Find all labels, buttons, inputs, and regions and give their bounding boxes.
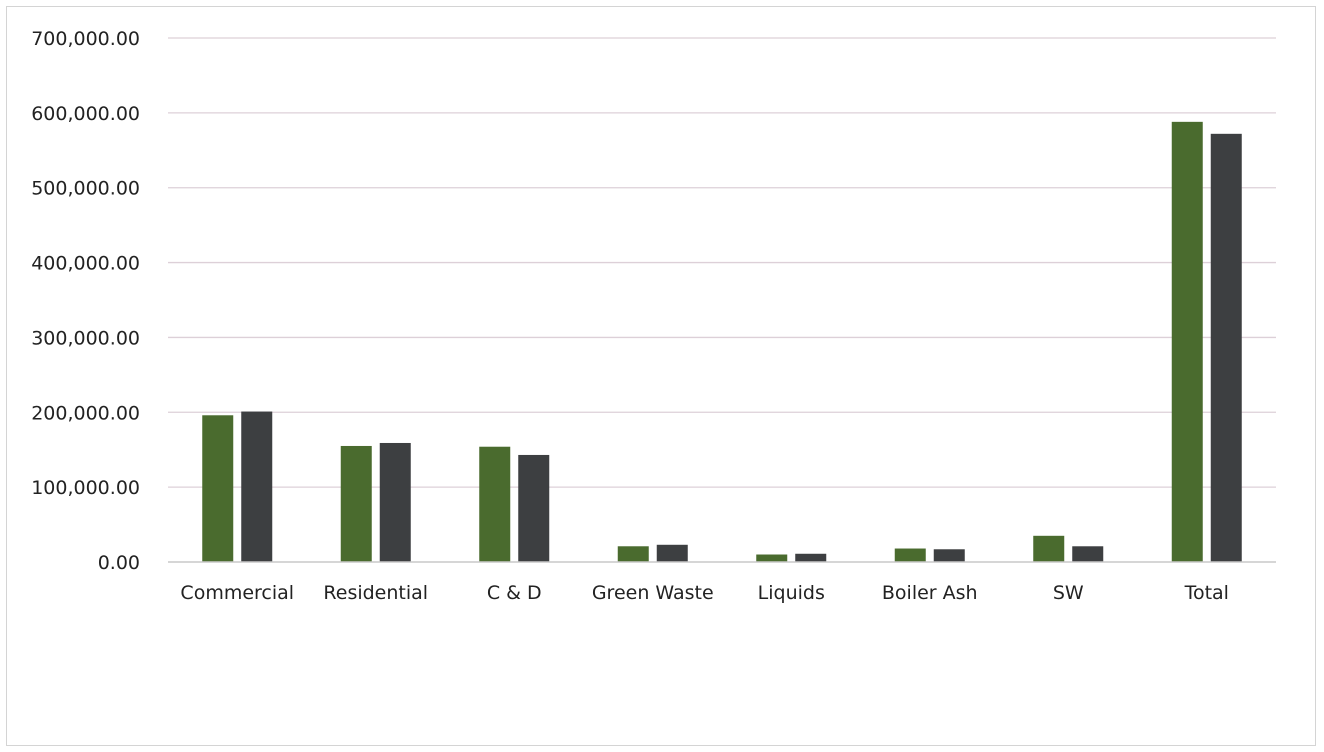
x-category-label: Liquids — [758, 582, 825, 604]
y-tick-label: 600,000.00 — [31, 103, 140, 125]
y-tick-label: 400,000.00 — [31, 253, 140, 275]
x-category-label: Residential — [323, 582, 428, 604]
y-tick-label: 200,000.00 — [31, 402, 140, 424]
x-axis-category-labels: Commercial Residential C & D Green Waste Liq… — [180, 582, 1229, 604]
y-axis-tick-labels: 0.00 100,000.00 200,000.00 300,000.00 400,00… — [31, 28, 140, 574]
bar-sw-series-2 — [1072, 546, 1103, 562]
x-category-label: Total — [1184, 582, 1229, 604]
bar-green-waste-series-2 — [657, 545, 688, 562]
bar-commercial-series-2 — [241, 412, 272, 562]
y-tick-label: 0.00 — [98, 552, 140, 574]
y-tick-label: 300,000.00 — [31, 327, 140, 349]
bar-total-series-2 — [1211, 134, 1242, 562]
y-tick-label: 500,000.00 — [31, 178, 140, 200]
bar-commercial-series-1 — [202, 415, 233, 562]
bar-residential-series-1 — [341, 446, 372, 562]
x-category-label: C & D — [487, 582, 542, 604]
bar-liquids-series-2 — [795, 554, 826, 562]
x-category-label: Green Waste — [592, 582, 714, 604]
y-tick-label: 700,000.00 — [31, 28, 140, 50]
bar-residential-series-2 — [380, 443, 411, 562]
gridlines — [168, 38, 1276, 487]
bar-total-series-1 — [1172, 122, 1203, 562]
x-category-label: Boiler Ash — [882, 582, 978, 604]
bar-c-d-series-1 — [479, 447, 510, 562]
bar-liquids-series-1 — [756, 555, 787, 562]
x-category-label: Commercial — [180, 582, 294, 604]
bar-boiler-ash-series-1 — [895, 549, 926, 562]
bar-boiler-ash-series-2 — [934, 549, 965, 562]
bar-sw-series-1 — [1033, 536, 1064, 562]
y-tick-label: 100,000.00 — [31, 477, 140, 499]
bar-green-waste-series-1 — [618, 546, 649, 562]
bar-c-d-series-2 — [518, 455, 549, 562]
x-category-label: SW — [1053, 582, 1084, 604]
